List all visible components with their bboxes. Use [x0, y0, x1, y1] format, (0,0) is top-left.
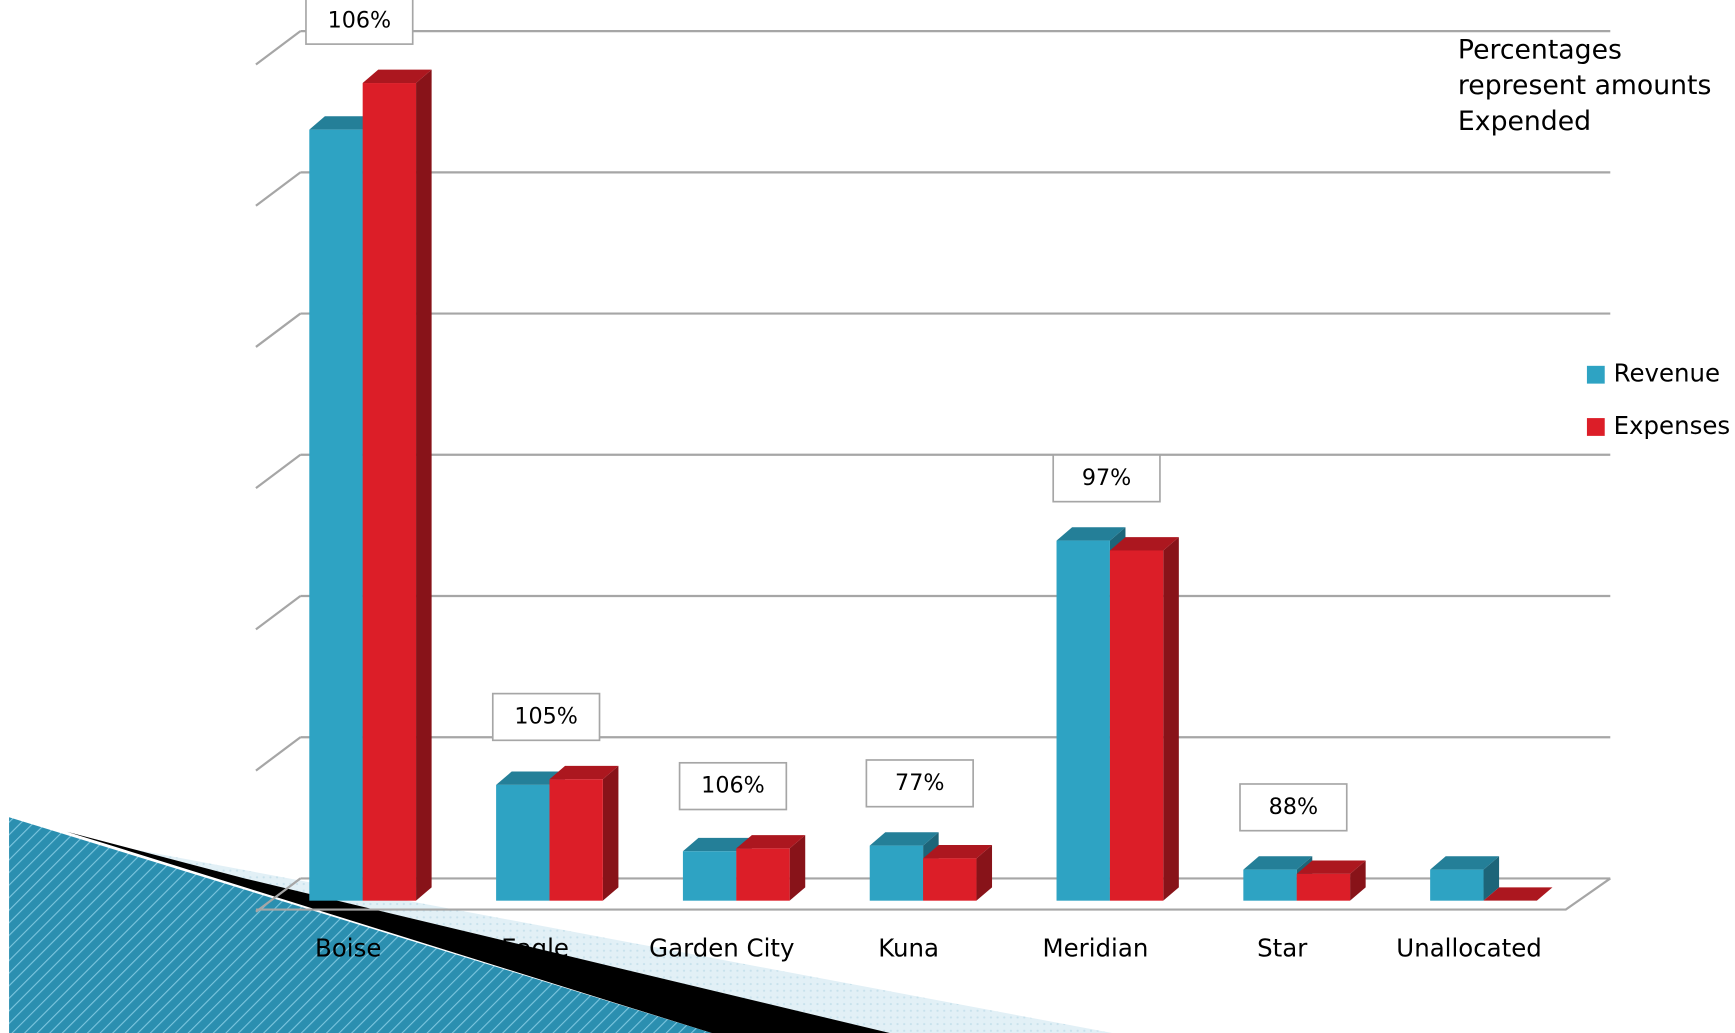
ratio-box — [491, 692, 601, 742]
grid-line-side — [255, 171, 302, 207]
bar — [362, 83, 417, 901]
bar-side — [789, 835, 806, 901]
ratio-label: 106% — [701, 773, 765, 799]
grid-line-side — [255, 877, 302, 913]
bar — [869, 845, 924, 901]
plot: Boise 106% Eagle 105% Garden City 106% Kuna 77%… — [255, 0, 1731, 963]
ratio-box — [1239, 783, 1348, 832]
ratio-box — [305, 0, 414, 45]
x-tick-label: Garden City — [649, 934, 794, 963]
bar — [1296, 873, 1351, 901]
bar-top — [1243, 856, 1313, 870]
bar-top — [362, 69, 432, 84]
bar-top — [1296, 860, 1366, 874]
bar-top — [309, 116, 379, 130]
bar — [496, 784, 550, 901]
decor-stripes — [9, 817, 712, 1033]
bar — [309, 129, 363, 901]
bar-top — [1483, 887, 1553, 901]
bar-top — [869, 832, 939, 846]
bar — [1109, 550, 1164, 901]
note-line: represent amounts — [1458, 70, 1711, 101]
legend-swatch — [1586, 365, 1605, 384]
bar — [682, 851, 737, 901]
ratio-box — [1052, 454, 1161, 503]
bar-top — [682, 837, 752, 852]
x-tick-label: Star — [1257, 934, 1308, 963]
bar-side — [1483, 856, 1500, 901]
legend-swatch — [1586, 418, 1605, 436]
bar-side — [602, 765, 619, 901]
bar-top — [736, 835, 806, 849]
legend-label: Expenses — [1614, 411, 1731, 440]
bar-top — [549, 765, 619, 780]
grid-line-side — [255, 453, 302, 490]
bar-side — [1350, 860, 1366, 901]
ratio-box — [865, 759, 974, 808]
grid-line-side — [255, 595, 302, 631]
bar-top — [1430, 856, 1500, 870]
bar-side — [416, 69, 432, 901]
bar — [1430, 869, 1484, 901]
bar-top — [496, 771, 566, 785]
legend-label: Revenue — [1614, 359, 1721, 388]
bar-side — [976, 844, 993, 901]
floor-edge — [255, 877, 1611, 911]
ratio-label: 97% — [1082, 465, 1131, 491]
grid-line-side — [255, 736, 302, 772]
bar — [923, 858, 977, 901]
x-tick-label: Boise — [315, 934, 381, 963]
bar-side — [1163, 537, 1179, 901]
x-tick-label: Meridian — [1043, 934, 1149, 963]
x-tick-label: Kuna — [878, 934, 939, 963]
ratio-box — [678, 761, 788, 811]
bar — [736, 848, 790, 901]
note-line: Percentages — [1458, 35, 1622, 66]
ratio-label: 88% — [1269, 794, 1318, 820]
note-line: Expended — [1458, 106, 1591, 137]
grid-line-side — [255, 30, 302, 66]
ratio-label: 105% — [514, 703, 578, 729]
grid-line-side — [255, 312, 302, 348]
ratio-label: 106% — [328, 7, 392, 33]
x-tick-label: Eagle — [501, 934, 569, 963]
x-tick-label: Unallocated — [1396, 934, 1542, 963]
bar — [1056, 540, 1110, 901]
ratio-label: 77% — [895, 770, 944, 796]
bar-top — [923, 844, 993, 859]
bar — [1243, 869, 1297, 901]
bar — [549, 779, 603, 901]
bar-top — [1109, 537, 1179, 551]
bar-top — [1056, 527, 1126, 541]
